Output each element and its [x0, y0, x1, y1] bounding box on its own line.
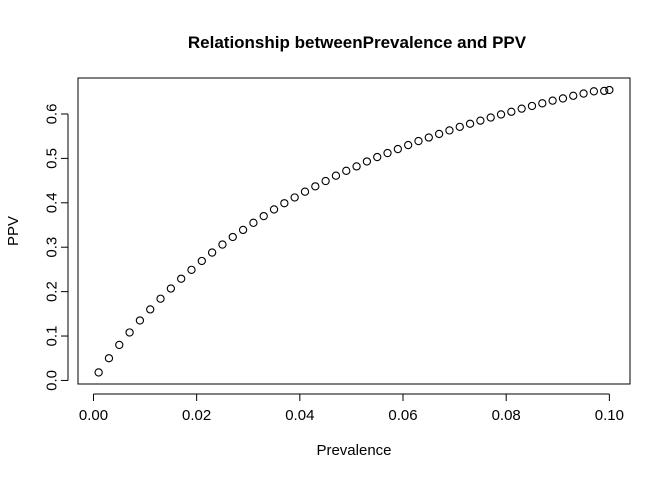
data-point — [362, 157, 372, 166]
data-point — [579, 89, 588, 98]
y-axis-label: PPV — [5, 216, 22, 246]
y-tick-label: 0.2 — [44, 281, 61, 302]
x-axis-label: Prevalence — [316, 442, 391, 459]
data-point — [373, 152, 382, 162]
data-point — [156, 294, 165, 303]
data-point — [311, 182, 320, 191]
data-point — [280, 199, 289, 208]
data-point — [228, 232, 237, 242]
x-tick-label: 0.02 — [182, 407, 211, 424]
data-point — [589, 87, 599, 96]
y-tick-label: 0.4 — [44, 192, 61, 213]
data-point — [115, 340, 124, 350]
y-tick-label: 0.0 — [44, 370, 61, 391]
x-tick-label: 0.06 — [388, 407, 417, 424]
data-point — [331, 171, 341, 180]
data-point — [569, 91, 578, 100]
data-point — [548, 96, 557, 105]
data-point — [238, 225, 248, 235]
data-point — [300, 187, 310, 196]
x-tick-label: 0.04 — [285, 407, 314, 424]
data-point — [605, 85, 614, 95]
data-point — [321, 176, 330, 186]
data-point — [104, 354, 114, 363]
data-points — [94, 85, 614, 377]
x-tick-label: 0.00 — [79, 407, 108, 424]
data-point — [197, 256, 206, 266]
data-point — [465, 119, 475, 128]
data-point — [218, 240, 227, 249]
data-point — [414, 136, 423, 146]
data-point — [434, 129, 444, 139]
y-tick-label: 0.1 — [44, 326, 61, 347]
data-point — [259, 211, 268, 221]
data-point — [383, 148, 392, 158]
x-tick-label: 0.08 — [492, 407, 521, 424]
data-point — [94, 368, 103, 377]
data-point — [187, 265, 196, 275]
data-point — [445, 126, 454, 135]
data-point — [496, 110, 506, 119]
y-tick-label: 0.3 — [44, 237, 61, 258]
x-tick-label: 0.10 — [595, 407, 624, 424]
data-point — [166, 284, 176, 293]
data-point — [352, 162, 361, 171]
plot-frame — [77, 77, 631, 385]
data-point — [455, 122, 464, 132]
data-point — [342, 166, 351, 175]
x-axis: 0.00 0.02 0.04 0.06 0.08 0.10 — [79, 393, 624, 424]
data-point — [538, 99, 547, 108]
y-axis: 0.0 0.1 0.2 0.3 0.4 0.5 0.6 — [44, 104, 69, 391]
data-point — [269, 205, 279, 214]
y-tick-label: 0.6 — [44, 104, 61, 125]
data-point — [507, 107, 516, 116]
data-point — [177, 274, 186, 283]
data-point — [207, 248, 217, 257]
data-point — [404, 140, 413, 150]
data-point — [135, 316, 145, 325]
data-point — [146, 305, 155, 314]
data-point — [486, 113, 495, 122]
y-tick-label: 0.5 — [44, 148, 61, 169]
data-point — [517, 104, 526, 113]
data-point — [558, 94, 568, 103]
data-point — [424, 133, 433, 142]
data-point — [600, 86, 609, 96]
data-point — [527, 101, 537, 111]
data-point — [125, 328, 134, 337]
data-point — [249, 218, 258, 227]
data-point — [393, 144, 403, 154]
chart-title: Relationship betweenPrevalence and PPV — [188, 33, 527, 52]
data-point — [476, 116, 485, 125]
data-point — [290, 193, 299, 202]
